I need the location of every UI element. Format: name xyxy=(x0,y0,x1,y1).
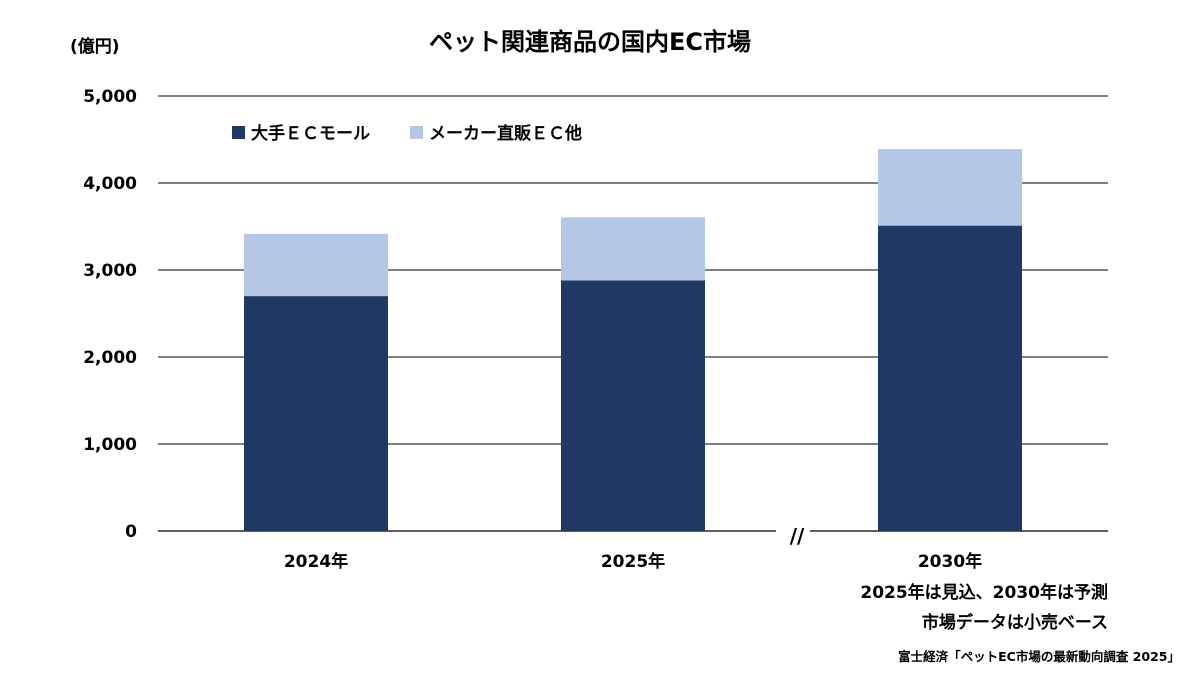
y-tick-label: 3,000 xyxy=(83,261,137,281)
legend-label-maker-direct-ec: メーカー直販ＥＣ他 xyxy=(429,123,582,144)
bar-major-ec-mall xyxy=(878,225,1022,531)
bar-maker-direct-ec xyxy=(878,149,1022,226)
x-tick-label: 2025年 xyxy=(601,551,665,572)
axis-break-gap xyxy=(776,524,810,540)
y-tick-label: 0 xyxy=(125,522,137,542)
bar-maker-direct-ec xyxy=(561,217,705,281)
legend: 大手ＥＣモール メーカー直販ＥＣ他 xyxy=(232,123,582,144)
note-retail-basis: 市場データは小売ベース xyxy=(922,612,1108,633)
y-tick-label: 5,000 xyxy=(83,87,137,107)
source-credit: 富士経済「ペットEC市場の最新動向調査 2025」 xyxy=(898,649,1180,664)
y-tick-label: 4,000 xyxy=(83,174,137,194)
x-tick-label: 2030年 xyxy=(918,551,982,572)
legend-label-major-ec-mall: 大手ＥＣモール xyxy=(251,123,370,144)
x-axis-ticks: 2024年 2025年 2030年 xyxy=(284,551,982,572)
bar-major-ec-mall xyxy=(244,296,388,531)
bar-major-ec-mall xyxy=(561,280,705,531)
note-forecast: 2025年は見込、2030年は予測 xyxy=(860,582,1108,603)
bar-maker-direct-ec xyxy=(244,233,388,297)
x-tick-label: 2024年 xyxy=(284,551,348,572)
y-axis-unit: (億円) xyxy=(70,36,120,57)
bars xyxy=(244,149,1022,531)
axis-break-symbol: // xyxy=(790,524,805,548)
legend-swatch-maker-direct-ec xyxy=(410,126,423,139)
chart-title: ペット関連商品の国内EC市場 xyxy=(429,28,751,56)
y-tick-label: 1,000 xyxy=(83,435,137,455)
y-tick-label: 2,000 xyxy=(83,348,137,368)
y-axis-ticks: 0 1,000 2,000 3,000 4,000 5,000 xyxy=(83,87,137,542)
legend-swatch-major-ec-mall xyxy=(232,126,245,139)
